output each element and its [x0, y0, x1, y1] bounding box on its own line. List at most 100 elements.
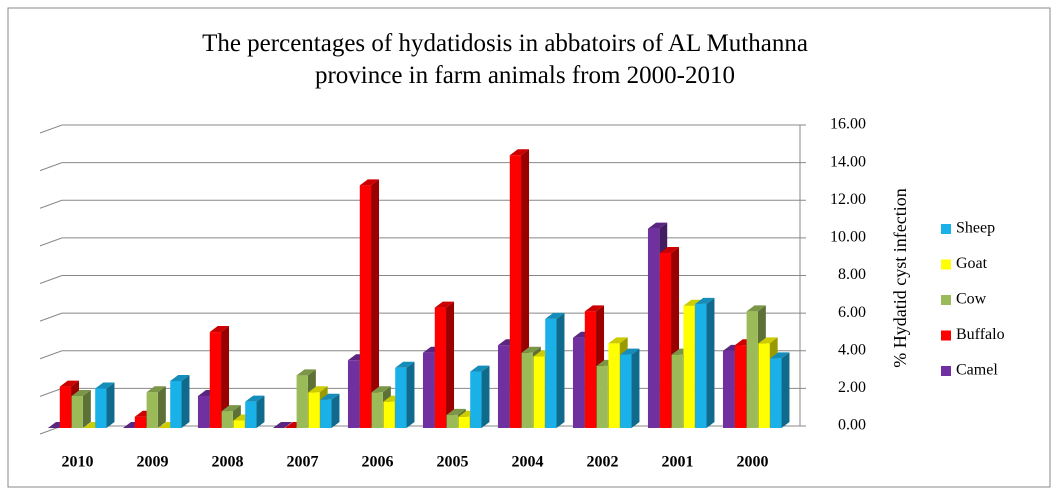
bar: [308, 392, 320, 428]
bar-top: [146, 386, 166, 393]
bar: [647, 228, 660, 428]
bar-top: [620, 348, 640, 355]
bar-top: [683, 299, 703, 306]
x-tick-label: 2001: [662, 454, 694, 471]
grid-line: [39, 124, 63, 134]
bar: [521, 352, 533, 428]
bar-top: [647, 222, 668, 229]
x-tick-label: 2008: [212, 454, 244, 471]
bar: [584, 311, 597, 428]
bar-top: [320, 393, 340, 400]
bar-top: [209, 326, 230, 333]
bar: [683, 305, 695, 428]
bar-top: [308, 386, 328, 393]
bar: [458, 416, 470, 428]
grid-line: [39, 312, 63, 322]
bar: [434, 307, 447, 428]
bar: [170, 380, 182, 428]
grid-line: [39, 237, 63, 247]
bar: [221, 411, 233, 428]
bar-top: [695, 297, 715, 304]
bar: [209, 332, 222, 428]
grid-line: [39, 387, 63, 397]
bar: [59, 386, 72, 428]
x-tick-label: 2010: [62, 454, 94, 471]
bar-top: [521, 346, 541, 353]
grid-line: [39, 199, 63, 209]
bar-side: [706, 297, 715, 428]
bar-side: [181, 374, 190, 428]
grid-line: [39, 350, 63, 360]
x-tick-label: 2009: [137, 454, 169, 471]
bar: [470, 371, 482, 428]
bar-top: [71, 390, 91, 397]
bar-top: [245, 395, 265, 402]
title-line: province in farm animals from 2000-2010: [315, 62, 735, 89]
legend-swatch: [941, 366, 951, 376]
y-tick-label: 0.00: [838, 417, 866, 434]
y-tick-label: 14.00: [830, 153, 866, 170]
bar: [446, 414, 458, 428]
bar: [197, 396, 210, 428]
bar-side: [631, 348, 640, 428]
bar-top: [170, 374, 190, 381]
bar-top: [509, 149, 530, 156]
bar: [572, 337, 585, 428]
bar: [620, 354, 632, 428]
bar-top: [221, 405, 241, 412]
y-tick-label: 6.00: [838, 304, 866, 321]
bar-top: [359, 179, 380, 186]
bar: [545, 318, 557, 428]
bar-top: [371, 386, 391, 393]
title-line: The percentages of hydatidosis in abbato…: [202, 30, 808, 57]
bar-top: [584, 305, 605, 312]
x-tick-label: 2004: [512, 454, 544, 471]
bar: [296, 375, 308, 428]
bar-side: [157, 386, 166, 428]
legend-label: Camel: [956, 362, 998, 379]
grid-line: [39, 162, 63, 172]
bar: [722, 350, 735, 428]
bar-side: [556, 312, 565, 428]
bar: [497, 345, 510, 428]
bar-top: [395, 361, 415, 368]
chart-title: The percentages of hydatidosis in abbato…: [202, 30, 808, 89]
bar-top: [95, 382, 115, 389]
bar-top: [446, 408, 466, 415]
bar-top: [296, 369, 316, 376]
y-tick-label: 10.00: [830, 229, 866, 246]
bar: [395, 367, 407, 428]
bar-side: [331, 393, 340, 428]
legend-label: Buffalo: [956, 326, 1005, 343]
legend-label: Sheep: [956, 220, 995, 237]
y-tick-label: 12.00: [830, 191, 866, 208]
bar-top: [59, 380, 80, 387]
bar-top: [746, 305, 766, 312]
bar: [758, 343, 770, 428]
y-axis-label: % Hydatid cyst infection: [890, 188, 910, 367]
bar-top: [659, 247, 680, 254]
bar-side: [481, 365, 490, 428]
bar-top: [545, 312, 565, 319]
x-tick-label: 2005: [437, 454, 469, 471]
y-tick-label: 2.00: [838, 379, 866, 396]
y-tick-label: 4.00: [838, 341, 866, 358]
bar: [608, 343, 620, 428]
bar: [671, 354, 683, 428]
y-tick-label: 16.00: [830, 116, 866, 133]
bar: [245, 401, 257, 428]
bar-side: [406, 361, 415, 428]
bar: [746, 311, 758, 428]
bar: [734, 345, 747, 428]
bar-side: [221, 326, 230, 428]
bar-top: [434, 301, 455, 308]
bar-side: [82, 390, 91, 428]
bar: [422, 352, 435, 428]
bar-side: [106, 382, 115, 428]
bar-side: [446, 301, 455, 428]
x-tick-label: 2007: [287, 454, 319, 471]
bar: [596, 365, 608, 428]
legend-label: Cow: [956, 291, 987, 308]
bar-top: [272, 422, 293, 428]
